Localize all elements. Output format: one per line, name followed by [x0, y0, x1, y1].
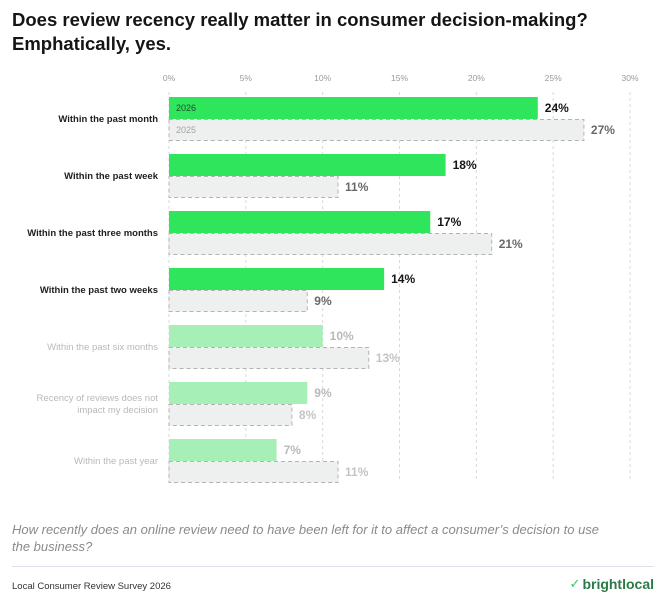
data-label-2025: 11%: [345, 465, 369, 479]
data-label-2025: 27%: [591, 123, 615, 137]
x-tick-label: 15%: [391, 73, 408, 83]
brightlocal-logo-icon: ✓: [569, 576, 581, 591]
brand-logo: ✓ brightlocal: [570, 576, 654, 592]
data-label-2025: 11%: [345, 180, 369, 194]
bar-2026: [169, 382, 308, 404]
bar-2025: [168, 119, 585, 141]
data-label-2026: 24%: [545, 101, 569, 115]
category-label-line: Within the past week: [64, 171, 159, 182]
x-tick-label: 0%: [163, 73, 176, 83]
source-label: Local Consumer Review Survey 2026: [12, 581, 171, 592]
x-tick-label: 25%: [545, 73, 562, 83]
bar-2026: [169, 268, 385, 290]
data-label-2026: 14%: [391, 272, 415, 286]
bar-2025: [168, 290, 308, 312]
x-tick-label: 10%: [314, 73, 331, 83]
data-label-2025: 8%: [299, 408, 317, 422]
category-label: Within the past three months: [27, 228, 158, 239]
category-label: Within the past year: [74, 456, 158, 467]
category-label: Within the past month: [58, 114, 158, 125]
bar-2026: [169, 97, 538, 119]
survey-question: How recently does an online review need …: [12, 522, 600, 554]
data-label-2025: 21%: [499, 237, 523, 251]
x-tick-label: 30%: [621, 73, 638, 83]
category-label: Recency of reviews does not impact my dec…: [37, 393, 159, 416]
bar-2026: [169, 325, 323, 347]
bar-2025: [168, 233, 493, 255]
legend-label-2026: 2026: [176, 103, 196, 113]
data-label-2026: 17%: [437, 215, 461, 229]
legend-label-2025: 2025: [176, 125, 196, 135]
bar-2025: [168, 404, 293, 426]
bar-chart: 0% 5% 10% 15% 20% 25% 30% 24% 27% Within the past…: [27, 73, 639, 483]
bar-2025: [168, 347, 370, 369]
category-label: Within the past six months: [47, 342, 158, 353]
category-label: Within the past week: [64, 171, 159, 182]
chart-title: Does review recency really matter in con…: [12, 9, 588, 54]
data-label-2025: 13%: [376, 351, 400, 365]
data-label-2026: 10%: [330, 329, 354, 343]
bar-2026: [169, 211, 431, 233]
bar-2025: [168, 461, 339, 483]
category-label-line: Within the past year: [74, 456, 158, 467]
footer-divider: [12, 566, 654, 567]
x-tick-label: 5%: [240, 73, 253, 83]
category-label-line: Recency of reviews does not: [37, 393, 159, 404]
data-label-2025: 9%: [314, 294, 332, 308]
brand-name: brightlocal: [582, 576, 654, 592]
category-label-line: Within the past three months: [27, 228, 158, 239]
category-label: Within the past two weeks: [40, 285, 158, 296]
data-label-2026: 9%: [314, 386, 332, 400]
category-label-line: impact my decision: [77, 405, 158, 416]
bar-2026: [169, 154, 446, 176]
category-label-line: Within the past month: [58, 114, 158, 125]
x-tick-label: 20%: [468, 73, 485, 83]
data-label-2026: 7%: [284, 443, 302, 457]
data-label-2026: 18%: [453, 158, 477, 172]
category-label-line: Within the past six months: [47, 342, 158, 353]
bar-2025: [168, 176, 339, 198]
bar-2026: [169, 439, 277, 461]
category-label-line: Within the past two weeks: [40, 285, 158, 296]
